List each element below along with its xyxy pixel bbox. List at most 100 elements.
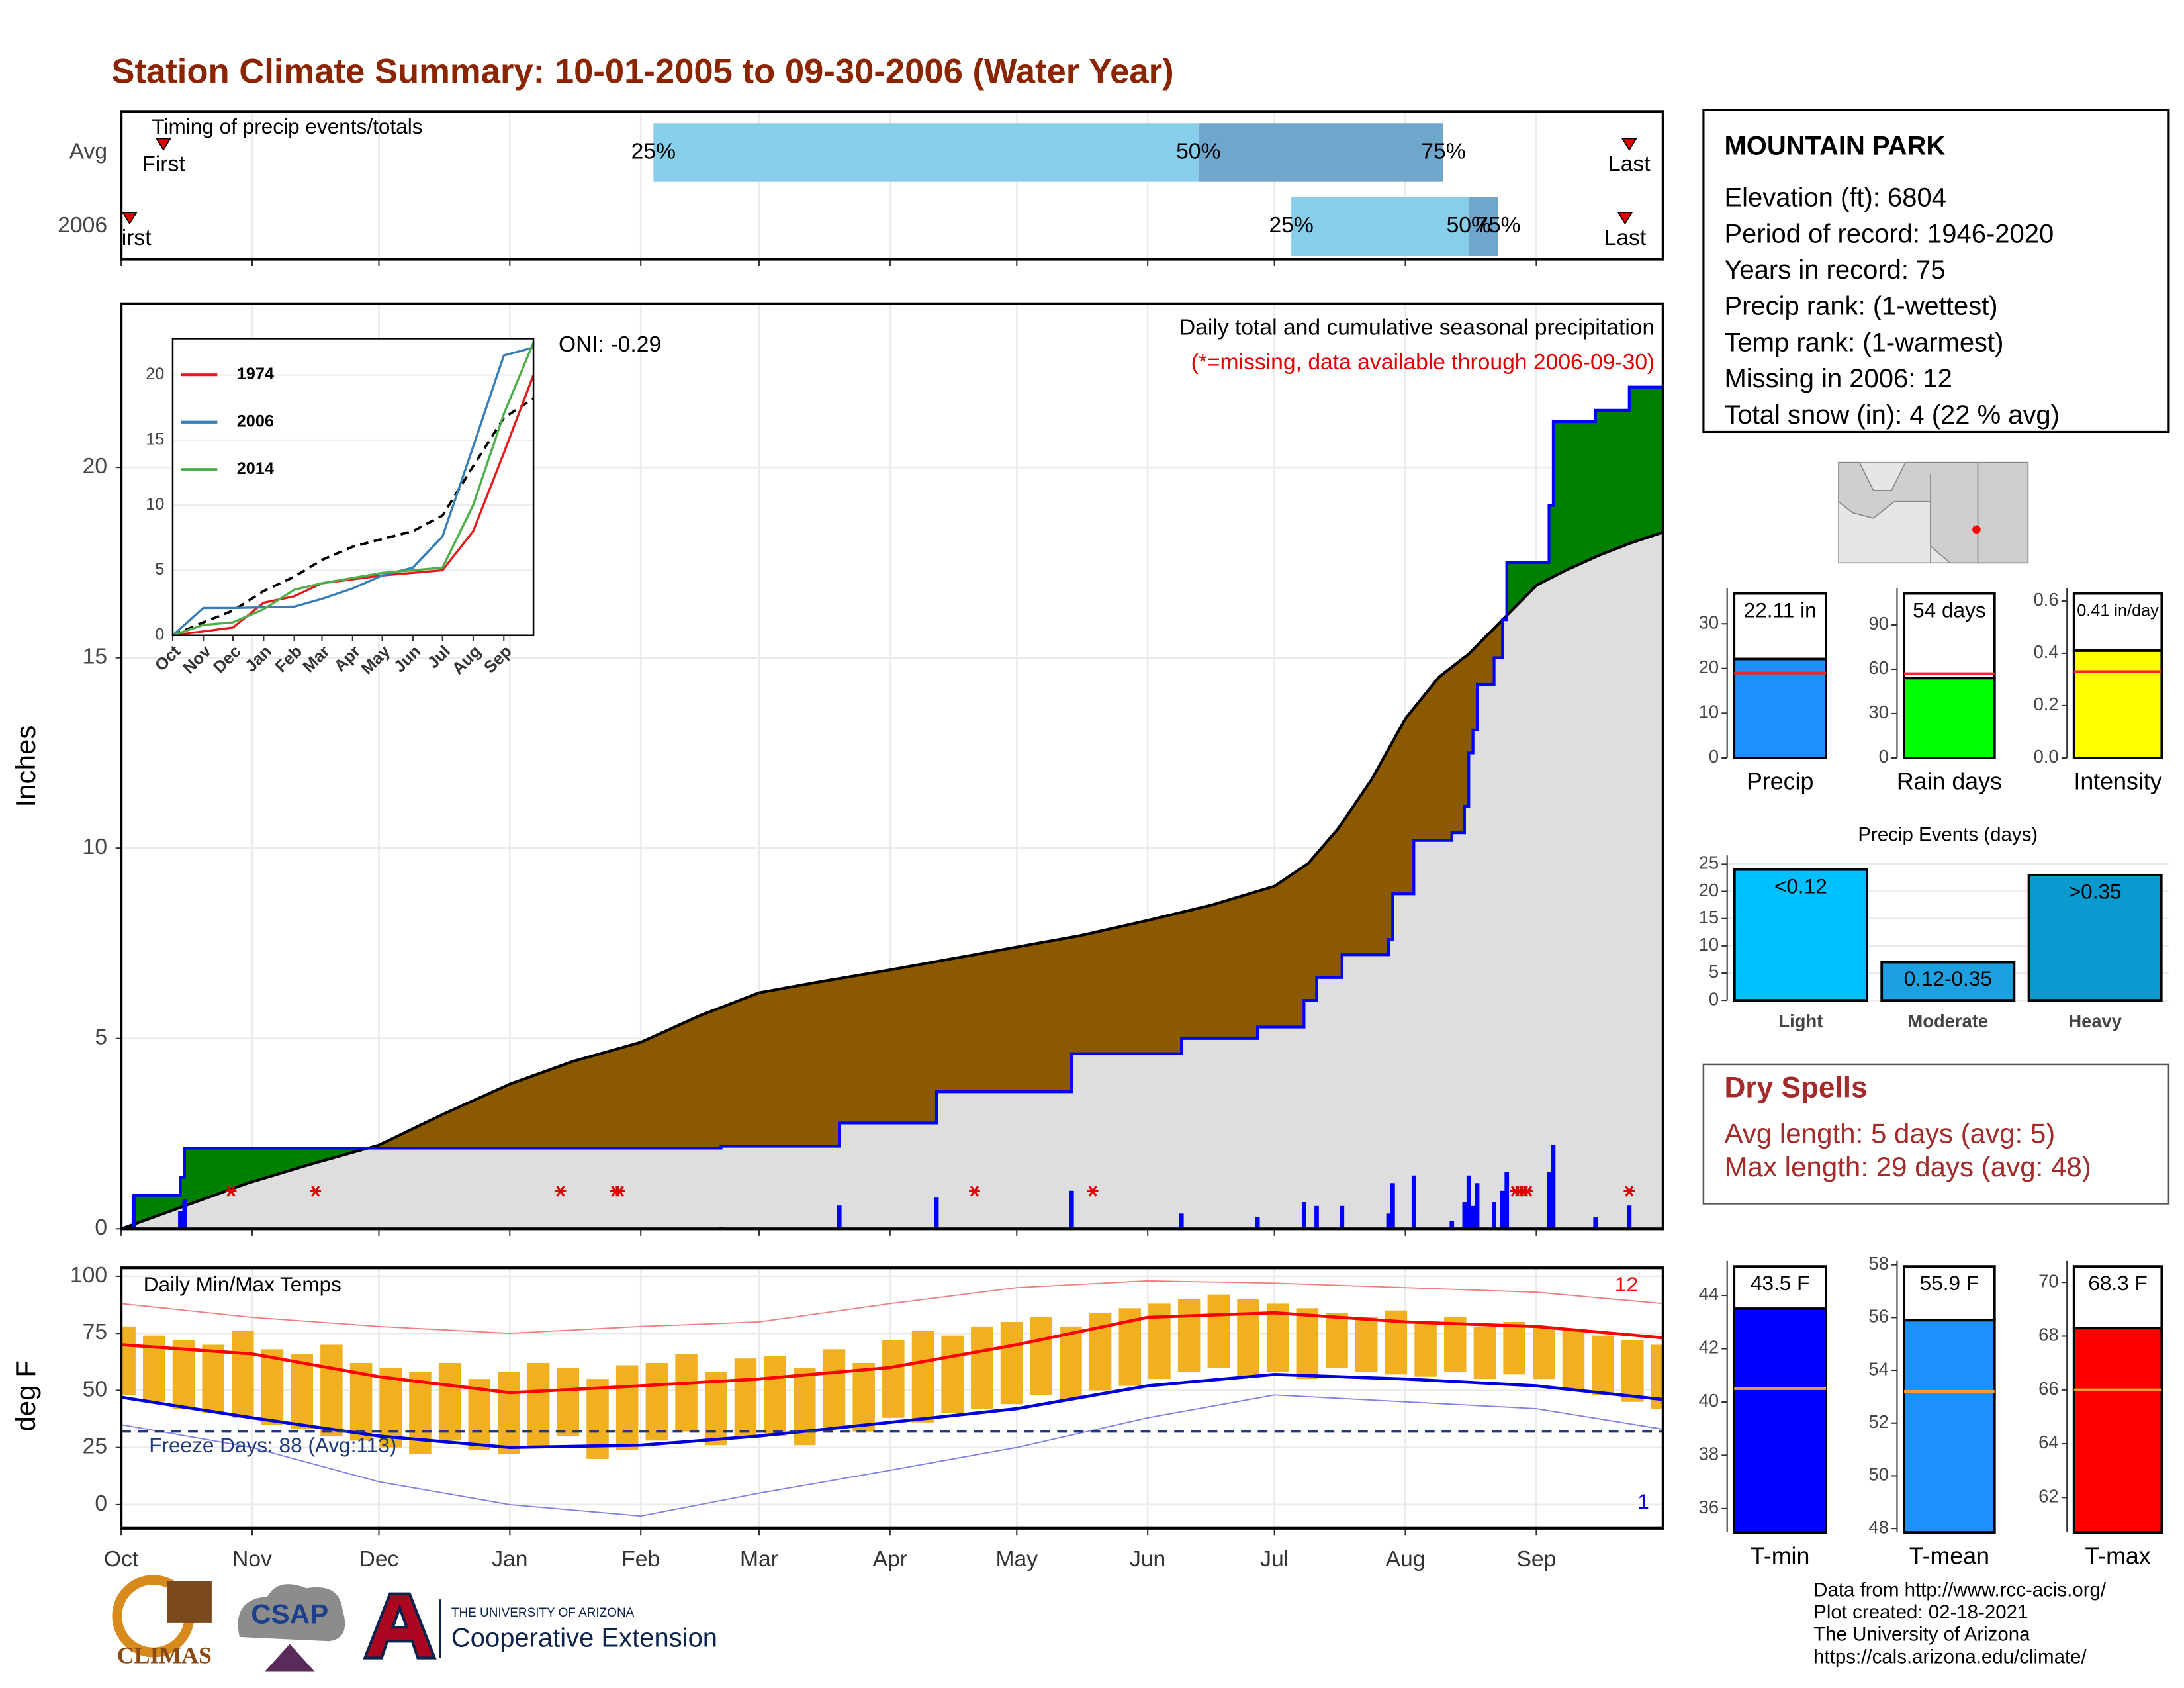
temperature-bar xyxy=(202,1344,224,1413)
marker-label: Last xyxy=(1608,152,1651,176)
station-location xyxy=(1972,525,1981,534)
y-tick-label: 58 xyxy=(1868,1253,1888,1274)
temperature-bar xyxy=(438,1363,461,1441)
series-line xyxy=(171,346,534,636)
temperature-bar xyxy=(704,1372,727,1446)
band-label: 50% xyxy=(1176,139,1220,164)
x-tick-label: Jun xyxy=(390,642,425,677)
x-tick-label: Jun xyxy=(1130,1547,1165,1571)
temperature-bar xyxy=(498,1372,520,1455)
temperature-bar xyxy=(1177,1299,1201,1372)
y-tick-label: 0.6 xyxy=(2034,589,2059,610)
temperature-bar xyxy=(882,1340,905,1418)
temperature-bar xyxy=(1060,1326,1082,1400)
y-tick-label: 0.2 xyxy=(2034,694,2059,714)
y-tick-label: 56 xyxy=(1868,1306,1888,1327)
timing-title: Timing of precip events/totals xyxy=(152,115,422,138)
logo-text: THE UNIVERSITY OF ARIZONA xyxy=(451,1606,635,1620)
y-tick-label: 60 xyxy=(1868,657,1888,678)
y-tick-label: 50 xyxy=(83,1377,107,1401)
bar xyxy=(2027,873,2163,1002)
y-tick-label: 42 xyxy=(1699,1337,1719,1358)
temperature-bar xyxy=(941,1335,964,1413)
temperature-bar xyxy=(557,1367,580,1436)
daily-bar xyxy=(1411,1175,1416,1229)
temperature-bar xyxy=(971,1326,993,1409)
y-tick-label: 5 xyxy=(95,1025,107,1050)
y-tick-label: 10 xyxy=(146,495,164,514)
x-tick-label: Jan xyxy=(492,1547,527,1571)
x-tick-label: Aug xyxy=(1386,1547,1426,1571)
category-label: Precip xyxy=(1747,768,1813,794)
logo-text: CSAP xyxy=(251,1598,328,1629)
credit-line: Data from http://www.rcc-acis.org/ xyxy=(1813,1579,2107,1601)
x-tick-label: Feb xyxy=(621,1547,660,1571)
bar xyxy=(1903,677,1996,759)
category-label: Moderate xyxy=(1907,1011,1988,1031)
common-area xyxy=(121,532,1663,1229)
temperature-bar xyxy=(232,1331,254,1418)
y-tick-label: 5 xyxy=(155,560,164,579)
temperature-bar xyxy=(823,1349,846,1427)
daily-bar xyxy=(1179,1213,1184,1229)
value-label: 0.41 in/day xyxy=(2077,602,2159,620)
panel-title: Daily Min/Max Temps xyxy=(144,1272,341,1296)
x-tick-label: Oct xyxy=(104,1547,139,1571)
panel-title: Precip Events (days) xyxy=(1858,824,2038,846)
y-tick-label: 36 xyxy=(1699,1497,1719,1517)
station-name: MOUNTAIN PARK xyxy=(1724,132,1945,161)
marker-label: First xyxy=(108,226,152,250)
temperature-bar xyxy=(1444,1317,1467,1372)
band-label: 25% xyxy=(631,139,676,164)
temperature-bar xyxy=(409,1372,432,1455)
y-tick-label: 50 xyxy=(1868,1464,1888,1485)
y-tick-label: 66 xyxy=(2038,1378,2058,1399)
y-tick-label: 15 xyxy=(146,430,164,448)
marker-label: First xyxy=(142,152,185,176)
station-line: Total snow (in): 4 (22 % avg) xyxy=(1724,400,2059,430)
temperature-bar xyxy=(172,1340,195,1409)
dry-spells-line: Avg length: 5 days (avg: 5) xyxy=(1724,1117,2055,1149)
station-line: Period of record: 1946-2020 xyxy=(1724,219,2054,248)
record-high-line xyxy=(121,1280,1663,1335)
value-label: 43.5 F xyxy=(1751,1271,1809,1295)
temperature-bar xyxy=(1473,1326,1496,1380)
temperature-bar xyxy=(121,1326,136,1395)
panel-title: Daily total and cumulative seasonal prec… xyxy=(1179,316,1655,340)
temperature-bar xyxy=(1148,1303,1171,1380)
y-tick-label: 48 xyxy=(1868,1517,1888,1537)
y-tick-label: 70 xyxy=(2038,1270,2058,1291)
bar xyxy=(1903,1319,1996,1534)
station-line: Missing in 2006: 12 xyxy=(1724,364,1952,393)
daily-bar xyxy=(1492,1202,1496,1229)
temperature-bar xyxy=(1000,1321,1023,1405)
temperature-bar xyxy=(320,1344,343,1436)
y-tick-label: 25 xyxy=(83,1434,107,1459)
temperature-bar xyxy=(1207,1294,1230,1368)
logo-text: Cooperative Extension xyxy=(451,1624,717,1653)
x-tick-label: Oct xyxy=(152,642,185,675)
x-tick-label: Dec xyxy=(359,1547,399,1571)
station-line: Elevation (ft): 6804 xyxy=(1724,183,1946,212)
y-tick-label: 0 xyxy=(155,625,164,643)
credit-line: https://cals.arizona.edu/climate/ xyxy=(1813,1646,2087,1667)
missing-marker xyxy=(1623,1186,1635,1197)
temperature-bar xyxy=(379,1367,402,1448)
x-tick-label: Sep xyxy=(1516,1547,1556,1571)
y-tick-label: 0 xyxy=(95,1491,107,1516)
x-tick-label: Nov xyxy=(179,642,215,678)
logo-shape xyxy=(167,1581,212,1623)
bar xyxy=(1880,961,2016,1002)
locator-map xyxy=(1838,461,2029,564)
bar xyxy=(2072,649,2163,759)
y-tick-label: 100 xyxy=(70,1263,107,1288)
missing-marker xyxy=(969,1186,980,1197)
y-tick-label: 38 xyxy=(1699,1444,1719,1464)
temperature-bar xyxy=(764,1356,786,1436)
logo-shape xyxy=(238,1584,345,1642)
x-tick-label: Dec xyxy=(210,642,245,677)
daily-bar xyxy=(1314,1205,1319,1229)
map-border xyxy=(1930,462,1979,563)
temperature-bar xyxy=(1592,1335,1614,1395)
